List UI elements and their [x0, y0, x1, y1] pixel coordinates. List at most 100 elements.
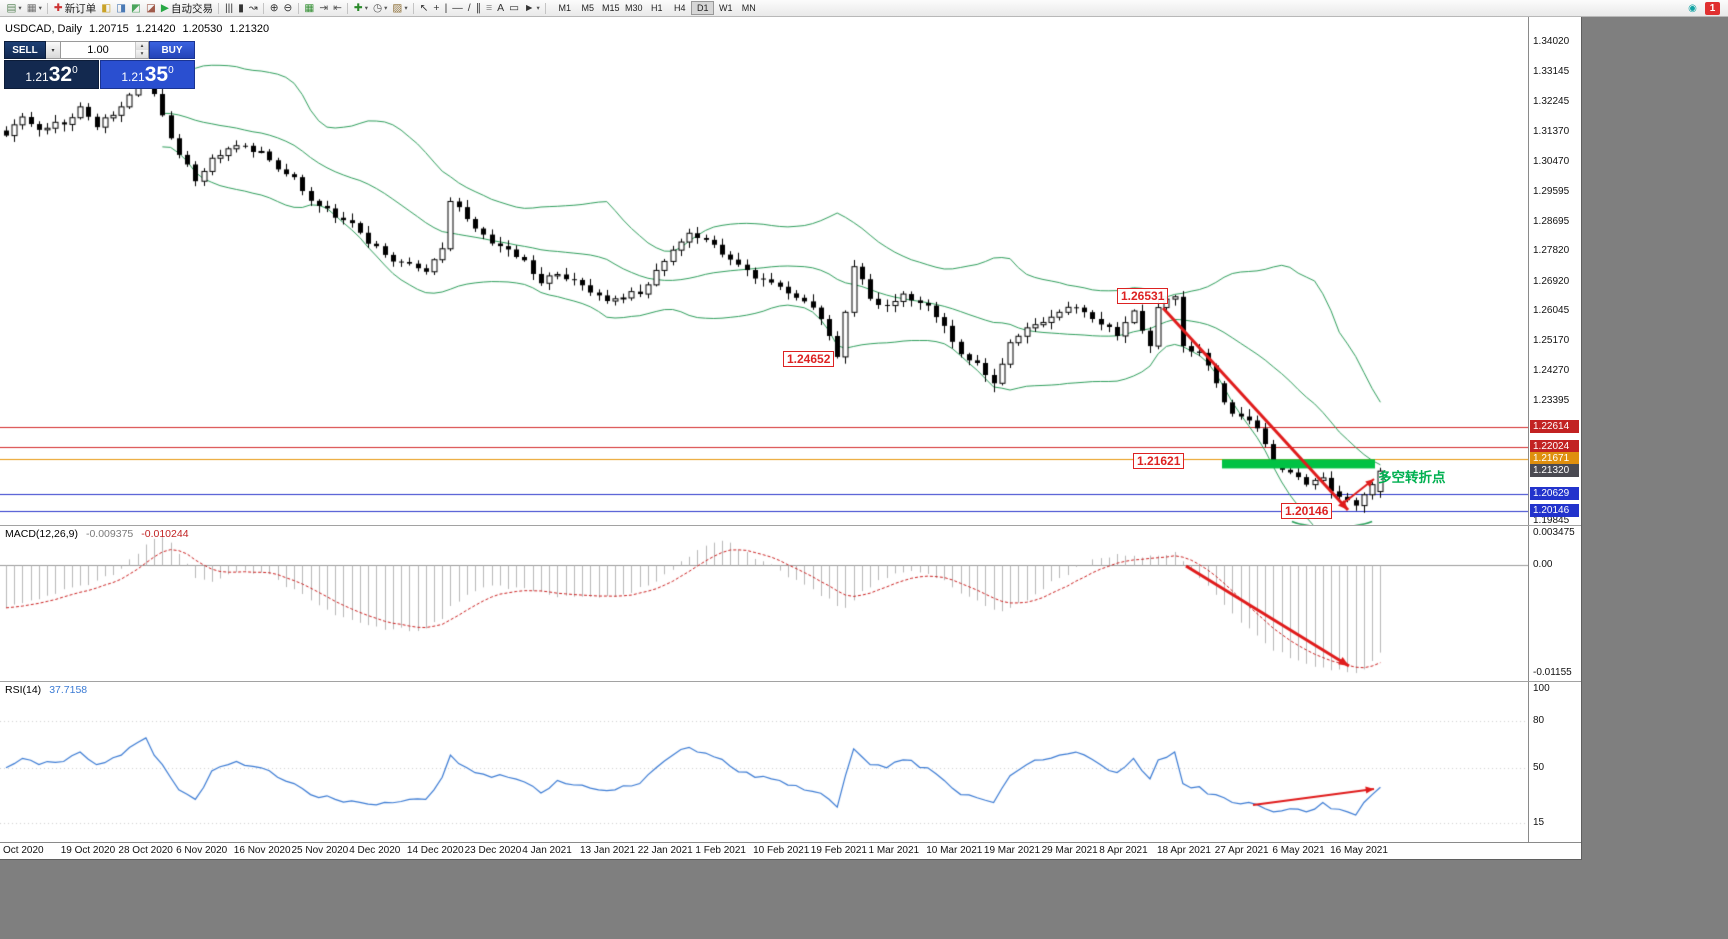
zoom-in-icon: ⊕ — [269, 1, 279, 14]
arrows-tool-button[interactable]: ► ▾ — [522, 1, 543, 16]
volume-stepper: ▴ ▾ — [135, 42, 148, 58]
date-axis-label: 10 Mar 2021 — [926, 845, 983, 856]
crosshair-button[interactable]: + — [431, 1, 442, 16]
timeframe-button-mn[interactable]: MN — [737, 1, 760, 15]
timeframe-button-m1[interactable]: M1 — [553, 1, 576, 15]
chart-ohlc-title: USDCAD, Daily 1.20715 1.21420 1.20530 1.… — [5, 23, 269, 35]
timeframe-button-d1[interactable]: D1 — [691, 1, 715, 15]
timeframe-button-m5[interactable]: M5 — [576, 1, 599, 15]
tile-windows-button[interactable]: ▦ — [302, 1, 317, 16]
price-axis-label: 1.24270 — [1533, 365, 1570, 377]
price-axis-label: 1.31370 — [1533, 125, 1570, 137]
line-chart-button[interactable]: ↝ — [246, 1, 260, 16]
new-order-button-label: 新订单 — [64, 2, 97, 15]
new-order-button[interactable]: ✚ 新订单 — [51, 1, 98, 16]
notifications-badge[interactable]: 1 — [1705, 1, 1720, 15]
toolbar-separator — [263, 2, 265, 14]
date-axis-label: 4 Jan 2021 — [522, 845, 572, 856]
timeframe-button-m30[interactable]: M30 — [622, 1, 645, 15]
zoom-out-button[interactable]: ⊖ — [281, 1, 295, 16]
buy-price-button[interactable]: 1.21350 — [100, 60, 195, 89]
timeframe-button-h1[interactable]: H1 — [645, 1, 668, 15]
volume-input[interactable] — [61, 42, 135, 58]
timeframe-button-m15[interactable]: M15 — [599, 1, 622, 15]
terminal-button[interactable]: ◪ — [143, 1, 158, 16]
navigator-icon: ◩ — [131, 1, 141, 14]
toolbar-separator — [218, 2, 220, 14]
zoom-in-button[interactable]: ⊕ — [267, 1, 281, 16]
text-button[interactable]: A — [495, 1, 507, 16]
time-axis[interactable]: Oct 2020 19 Oct 2020 28 Oct 2020 6 Nov 2020… — [0, 842, 1581, 859]
data-window-button[interactable]: ◨ — [114, 1, 129, 16]
volume-up-button[interactable]: ▴ — [136, 42, 148, 50]
macd-axis-label: 0.00 — [1533, 559, 1553, 570]
date-axis-label: 16 May 2021 — [1330, 845, 1388, 856]
timeframe-button-w1[interactable]: W1 — [714, 1, 737, 15]
symbol-period-label: USDCAD, Daily — [5, 23, 83, 35]
market-watch-button[interactable]: ◧ — [99, 1, 114, 16]
profiles-button[interactable]: ▦ ▾ — [24, 1, 44, 16]
trendline-button[interactable]: / — [465, 1, 473, 16]
date-axis-label: 23 Dec 2020 — [464, 845, 522, 856]
fibonacci-button[interactable]: ≡ — [483, 1, 494, 16]
channel-button[interactable]: ∥ — [473, 1, 483, 16]
chevron-down-icon: ▾ — [384, 5, 388, 12]
macd-name: MACD(12,26,9) — [5, 528, 78, 540]
price-axis-label: 1.26920 — [1533, 275, 1570, 287]
pane-separator-macd[interactable] — [0, 525, 1581, 526]
new-chart-button[interactable]: ▤ ▾ — [4, 1, 24, 16]
price-axis-label: 1.27820 — [1533, 245, 1570, 257]
chevron-down-icon: ▾ — [404, 5, 408, 12]
rsi-indicator-label: RSI(14) 37.7158 — [5, 684, 87, 696]
date-axis-label: 29 Mar 2021 — [1041, 845, 1098, 856]
rsi-name: RSI(14) — [5, 684, 42, 696]
price-axis-label: 1.33145 — [1533, 65, 1570, 77]
text-label-button[interactable]: ▭ — [507, 1, 522, 16]
crosshair-icon: + — [433, 1, 440, 14]
indicators-list-button[interactable]: ✚ ▾ — [351, 1, 370, 16]
templates-icon: ▨ — [392, 1, 403, 14]
price-axis-tag: 1.21320 — [1530, 464, 1579, 478]
community-icon[interactable]: ◉ — [1688, 2, 1697, 14]
chart-shift-icon: ⇤ — [333, 1, 342, 14]
sell-price-button[interactable]: 1.21320 — [4, 60, 99, 89]
sell-button[interactable]: SELL — [4, 41, 46, 59]
volume-down-button[interactable]: ▾ — [136, 50, 148, 58]
price-axis[interactable]: 1.34020 1.33145 1.32245 1.31370 1.30470 1.295… — [1528, 17, 1581, 842]
buy-button[interactable]: BUY — [149, 41, 195, 59]
channel-icon: ∥ — [475, 1, 481, 14]
auto-scroll-button[interactable]: ⇥ — [317, 1, 331, 16]
macd-axis-label: 0.003475 — [1533, 526, 1575, 538]
price-axis-label: 1.28695 — [1533, 215, 1570, 227]
horizontal-line-button[interactable]: ― — [450, 1, 466, 16]
low-value: 1.20530 — [182, 23, 223, 35]
autotrading-button[interactable]: ▶ 自动交易 — [158, 1, 215, 16]
bar-chart-button[interactable]: ||| — [222, 1, 235, 16]
market-watch-icon: ◧ — [101, 1, 112, 14]
toolbar-right-icons: ◉ 1 — [1685, 1, 1724, 15]
rsi-axis-label: 50 — [1533, 761, 1545, 773]
pane-separator-rsi[interactable] — [0, 681, 1581, 682]
toolbar-separator — [545, 2, 547, 14]
templates-button[interactable]: ▨ ▾ — [390, 1, 410, 16]
toolbar-separator — [347, 2, 349, 14]
chart-shift-button[interactable]: ⇤ — [331, 1, 345, 16]
periods-button[interactable]: ◷ ▾ — [370, 1, 389, 16]
price-chart-canvas[interactable] — [0, 17, 1528, 842]
trade-options-dropdown[interactable]: ▾ — [46, 41, 61, 59]
date-axis-label: 18 Apr 2021 — [1157, 845, 1211, 856]
high-value: 1.21420 — [135, 23, 176, 35]
macd-main-value: -0.009375 — [85, 528, 134, 540]
date-axis-label: 14 Dec 2020 — [406, 845, 464, 856]
date-axis-label: 19 Feb 2021 — [810, 845, 867, 856]
candlestick-chart-button[interactable]: ▮ — [236, 1, 247, 16]
navigator-button[interactable]: ◩ — [129, 1, 144, 16]
macd-signal-value: -0.010244 — [141, 528, 189, 540]
timeframe-button-h4[interactable]: H4 — [668, 1, 691, 15]
date-axis-label: 8 Apr 2021 — [1099, 845, 1148, 856]
vertical-line-button[interactable]: | — [442, 1, 450, 16]
chevron-down-icon: ▾ — [51, 47, 55, 54]
rsi-axis-label: 100 — [1533, 683, 1550, 694]
toolbar-separator — [47, 2, 49, 14]
cursor-button[interactable]: ↖ — [417, 1, 431, 16]
